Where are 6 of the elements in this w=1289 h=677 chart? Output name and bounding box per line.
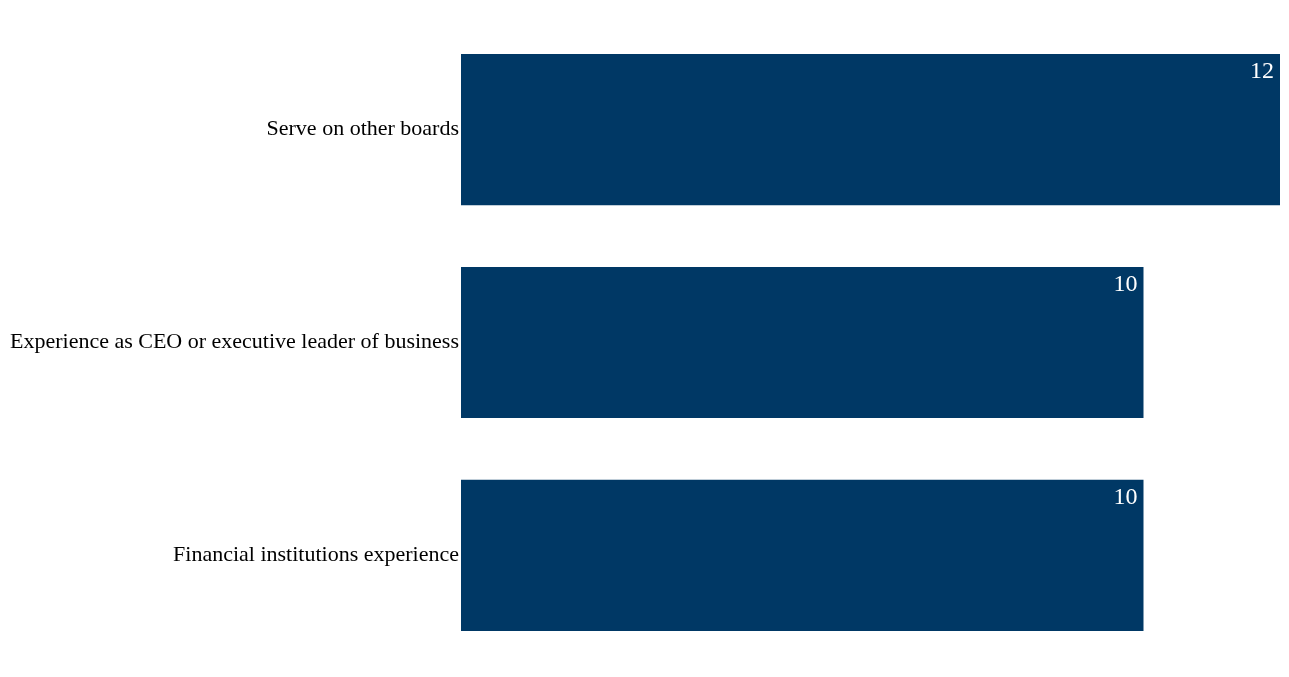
data-label: 10 (1113, 483, 1138, 510)
y-tick-label: Experience as CEO or executive leader of business (9, 328, 459, 354)
y-tick-label: Serve on other boards (266, 115, 459, 141)
y-tick-label: Financial institutions experience (173, 541, 459, 567)
data-label: 12 (1250, 57, 1274, 84)
data-label: 10 (1113, 270, 1138, 297)
